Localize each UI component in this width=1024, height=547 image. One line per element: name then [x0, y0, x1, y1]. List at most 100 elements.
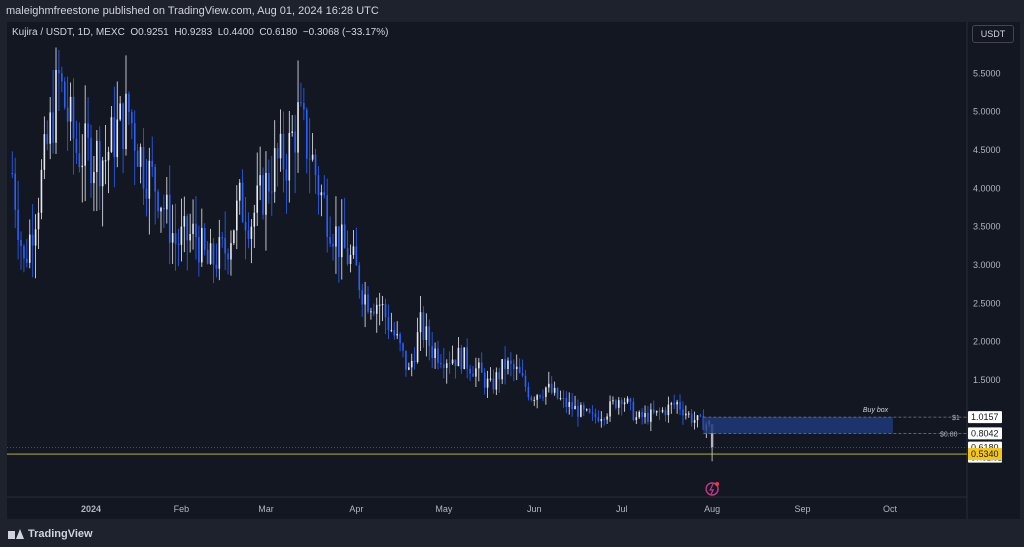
candle-body: [93, 172, 95, 184]
candle-body: [539, 395, 541, 397]
event-icon[interactable]: [705, 482, 719, 496]
candle-body: [559, 398, 562, 400]
published-text: maleighmfreestone published on TradingVi…: [6, 5, 379, 17]
candle-body: [230, 243, 232, 260]
price-tag-text: 0.6180: [971, 443, 999, 453]
candle-body: [215, 264, 218, 269]
candle-body: [448, 363, 451, 365]
candle-body: [160, 207, 162, 212]
candle-body: [20, 239, 22, 247]
candle-body: [26, 258, 28, 263]
candle-body: [142, 147, 145, 189]
candle-body: [72, 96, 75, 139]
candle-body: [501, 359, 503, 380]
candle-body: [693, 420, 696, 423]
candle-body: [507, 360, 509, 370]
candle-body: [11, 173, 14, 175]
candle-body: [661, 410, 664, 412]
candle-body: [603, 419, 606, 421]
candle-body: [300, 102, 302, 104]
candle-body: [288, 132, 291, 181]
buy-box-zone[interactable]: [703, 417, 893, 434]
candle-body: [303, 102, 305, 110]
candle-body: [212, 243, 215, 265]
candle-body: [472, 373, 474, 377]
candle-body: [343, 224, 346, 249]
tradingview-logo-icon: [8, 529, 24, 539]
y-tick-label: 4.5000: [973, 145, 1001, 155]
candle-body: [486, 378, 489, 388]
candle-body: [542, 396, 544, 398]
candle-body: [270, 191, 273, 193]
candle-body: [518, 366, 521, 373]
candle-body: [580, 404, 582, 417]
candle-body: [696, 415, 699, 421]
candle-body: [632, 401, 635, 421]
candle-body: [116, 119, 119, 158]
candle-body: [591, 412, 594, 414]
candle-body: [638, 411, 641, 418]
candle-body: [136, 150, 139, 167]
candle-body: [244, 221, 247, 231]
candle-body: [623, 402, 626, 405]
x-tick-label: Feb: [174, 504, 190, 514]
candle-body: [396, 333, 398, 336]
symbol-name: Kujira / USDT, 1D, MEXC: [12, 27, 125, 38]
candle-body: [577, 405, 579, 417]
candle-body: [548, 383, 550, 388]
currency-button[interactable]: USDT: [972, 25, 1014, 43]
candle-body: [361, 290, 363, 305]
candle-body: [297, 102, 299, 153]
x-tick-label: Mar: [258, 504, 274, 514]
x-tick-label: May: [435, 504, 453, 514]
candle-body: [294, 131, 296, 153]
candle-body: [655, 410, 658, 413]
x-tick-label: Jul: [616, 504, 628, 514]
candle-body: [358, 265, 361, 291]
candle-body: [180, 226, 183, 245]
candle-body: [31, 234, 34, 246]
candle-body: [282, 133, 285, 170]
candle-body: [43, 134, 46, 170]
high-value: 0.9283: [181, 27, 213, 38]
candle-body: [63, 81, 66, 108]
candle-body: [504, 359, 506, 370]
candle-body: [326, 195, 328, 237]
candle-body: [670, 403, 673, 405]
event-dot: [715, 482, 720, 486]
candle-body: [685, 413, 687, 416]
last-candle-body: [710, 424, 714, 448]
candle-body: [14, 173, 16, 210]
candle-body: [151, 160, 154, 167]
candle-body: [443, 364, 445, 368]
candle-body: [626, 398, 629, 403]
candle-body: [335, 226, 337, 247]
candle-body: [192, 223, 194, 234]
candle-body: [338, 226, 340, 258]
low-value: 0.4400: [223, 27, 254, 38]
candle-body: [104, 160, 107, 162]
candle-body: [75, 138, 78, 154]
candle-body: [699, 415, 702, 417]
logo-text: TradingView: [28, 528, 93, 540]
candle-body: [399, 333, 401, 344]
candle-body: [209, 243, 212, 264]
candle-body: [259, 175, 261, 186]
candle-body: [78, 153, 81, 168]
candle-body: [61, 73, 63, 82]
candle-body: [370, 311, 372, 313]
y-tick-label: 5.0000: [973, 107, 1001, 117]
x-tick-label: 2024: [81, 504, 101, 514]
candle-body: [585, 409, 588, 411]
price-tag-text: 0.8042: [971, 428, 999, 438]
candle-body: [329, 236, 331, 244]
candle-body: [495, 372, 498, 390]
candle-body: [305, 109, 308, 159]
price-tag-text: 1.0157: [971, 412, 999, 422]
candle-body: [617, 400, 620, 408]
high-label: H: [174, 27, 182, 38]
candle-body: [405, 350, 407, 370]
candle-body: [641, 411, 643, 418]
candle-body: [445, 363, 448, 368]
